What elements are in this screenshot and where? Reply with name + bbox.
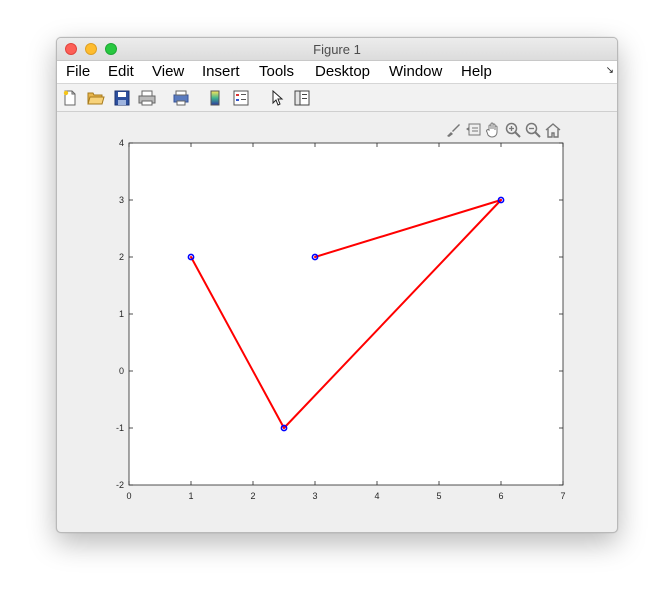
title-bar[interactable]: Figure 1 xyxy=(57,38,617,61)
x-tick-label: 1 xyxy=(188,491,193,501)
brush-icon[interactable] xyxy=(444,121,462,139)
data-marker-group xyxy=(187,196,505,432)
menu-desktop[interactable]: Desktop xyxy=(315,63,371,80)
menu-window[interactable]: Window xyxy=(389,63,443,80)
series-line-segment xyxy=(283,199,502,429)
maximize-window-button[interactable] xyxy=(105,43,117,55)
y-tick-label: 1 xyxy=(119,309,124,319)
plot-area: 0 1 2 3 4 5 6 7 -2 -1 0 1 2 3 4 xyxy=(116,138,566,501)
menu-edit[interactable]: Edit xyxy=(108,63,134,80)
y-tick-label: 2 xyxy=(119,252,124,262)
new-figure-icon[interactable] xyxy=(60,88,80,108)
data-point-marker xyxy=(280,424,288,432)
data-point-marker xyxy=(187,253,195,261)
axis-ticks: 0 1 2 3 4 5 6 7 -2 -1 0 1 2 3 4 xyxy=(116,138,566,501)
y-tick-label: -1 xyxy=(116,423,124,433)
x-tick-label: 6 xyxy=(498,491,503,501)
dock-arrow-icon[interactable]: ↘ xyxy=(605,65,614,76)
print-icon[interactable] xyxy=(137,88,157,108)
open-file-icon[interactable] xyxy=(86,88,106,108)
close-window-button[interactable] xyxy=(65,43,77,55)
menu-help[interactable]: Help xyxy=(461,63,492,80)
window-title: Figure 1 xyxy=(313,42,361,57)
figure-window: Figure 1 File Edit View Insert Tools Des… xyxy=(56,37,618,533)
save-icon[interactable] xyxy=(112,88,132,108)
axes-box xyxy=(128,142,564,486)
menu-file[interactable]: File xyxy=(66,63,91,80)
pan-hand-icon[interactable] xyxy=(484,121,502,139)
series-line-segment xyxy=(314,199,502,258)
y-tick-label: 0 xyxy=(119,366,124,376)
zoom-out-icon[interactable] xyxy=(524,121,542,139)
x-tick-label: 7 xyxy=(560,491,565,501)
colorbar-icon[interactable] xyxy=(205,88,225,108)
data-point-marker xyxy=(311,253,319,261)
home-icon[interactable] xyxy=(544,121,562,139)
y-tick-label: 4 xyxy=(119,138,124,148)
y-tick-label: -2 xyxy=(116,480,124,490)
data-tips-icon[interactable] xyxy=(464,121,482,139)
figure-toolbar xyxy=(57,84,617,112)
edit-plot-arrow-icon[interactable] xyxy=(267,88,287,108)
menu-view[interactable]: View xyxy=(152,63,185,80)
minimize-window-button[interactable] xyxy=(85,43,97,55)
property-inspector-icon[interactable] xyxy=(292,88,312,108)
print-preview-icon[interactable] xyxy=(171,88,191,108)
menu-bar: File Edit View Insert Tools Desktop Wind… xyxy=(57,61,617,84)
zoom-in-icon[interactable] xyxy=(504,121,522,139)
menu-tools[interactable]: Tools xyxy=(259,63,295,80)
x-tick-label: 3 xyxy=(312,491,317,501)
data-point-marker xyxy=(497,196,505,204)
menu-insert[interactable]: Insert xyxy=(202,63,240,80)
x-tick-label: 0 xyxy=(126,491,131,501)
x-tick-label: 4 xyxy=(374,491,379,501)
x-tick-label: 5 xyxy=(436,491,441,501)
x-tick-label: 2 xyxy=(250,491,255,501)
legend-icon[interactable] xyxy=(231,88,251,108)
y-tick-label: 3 xyxy=(119,195,124,205)
data-line-group xyxy=(190,199,502,429)
series-line-segment xyxy=(190,256,285,429)
